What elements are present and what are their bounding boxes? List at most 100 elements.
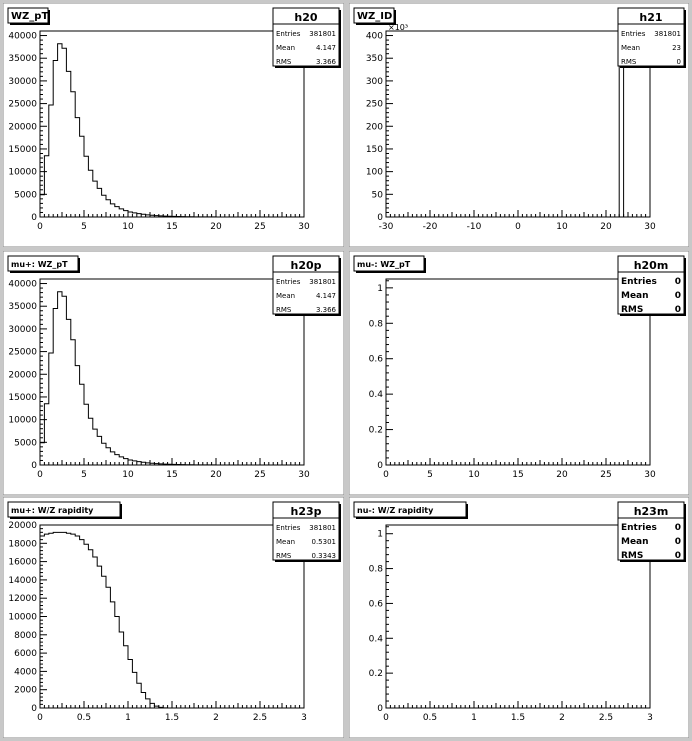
stats-label: RMS: [276, 58, 292, 66]
y-tick-label: 0.6: [369, 599, 384, 609]
x-tick-label: 0: [515, 222, 521, 232]
histogram-bin: [53, 60, 57, 217]
histogram-title: mu-: WZ_pT: [357, 260, 411, 269]
x-tick-label: 20: [210, 222, 222, 232]
stats-label: Mean: [621, 44, 640, 52]
x-tick-label: 0: [37, 713, 43, 723]
histogram-bin: [40, 536, 44, 708]
histogram-bin: [159, 464, 163, 465]
histogram-bin: [124, 211, 128, 217]
y-tick-label: 1: [377, 284, 383, 294]
histogram-bin: [84, 544, 88, 708]
histogram-bin: [40, 443, 44, 465]
stats-value: 0: [675, 551, 681, 561]
y-tick-label: 6000: [14, 649, 37, 659]
stats-label: Entries: [621, 277, 657, 287]
histogram-bin: [106, 448, 110, 465]
title-box-shadow: [424, 258, 426, 273]
histogram-bin: [66, 319, 70, 465]
x-tick-label: 15: [166, 222, 177, 232]
x-tick-label: 30: [298, 470, 310, 480]
stats-name: h21: [639, 11, 662, 24]
x-tick-label: 30: [644, 470, 656, 480]
histogram-bin: [66, 71, 70, 217]
histogram-bin: [132, 672, 136, 708]
stats-box-shadow: [339, 258, 341, 316]
histogram-bin: [80, 136, 84, 217]
title-box-shadow: [356, 271, 426, 273]
x-tick-label: -30: [379, 222, 394, 232]
x-tick-label: 5: [427, 470, 433, 480]
histogram-outline: [39, 43, 304, 218]
x-tick-label: 3: [647, 713, 653, 723]
histogram-bin: [110, 204, 114, 217]
histogram-bin: [159, 707, 163, 708]
stats-value: 381801: [309, 524, 336, 532]
histogram-bin: [141, 692, 145, 708]
stats-box: [272, 255, 340, 315]
histogram-pad-h20: 0 5 10 15 20 25 30 0 5000 10000 15000 20000 25000 300…: [3, 3, 344, 247]
histogram-bin: [110, 452, 114, 465]
y-tick-label: 20000: [8, 521, 37, 531]
histogram-bin: [53, 308, 57, 465]
stats-box-shadow: [275, 314, 341, 316]
stats-box: [617, 255, 685, 315]
y-tick-label: 0: [377, 704, 383, 714]
histogram-bin: [62, 296, 66, 465]
y-tick-label: 0.4: [369, 390, 384, 400]
stats-label: Entries: [621, 523, 657, 533]
histogram-bin: [141, 214, 145, 217]
histogram-bin: [84, 156, 88, 217]
histogram-title: mu+: WZ_pT: [11, 260, 68, 269]
x-tick-label: 30: [298, 222, 310, 232]
y-tick-label: 10000: [8, 416, 37, 426]
histogram-bin: [106, 200, 110, 217]
x-tick-label: 20: [210, 470, 222, 480]
x-tick-label: 10: [122, 470, 134, 480]
stats-name: h23m: [634, 505, 669, 518]
y-tick-label: 0.8: [369, 565, 384, 575]
histogram-bin: [128, 660, 132, 708]
x-tick-label: 2: [213, 713, 219, 723]
histogram-bin: [75, 118, 79, 217]
histogram-bin: [150, 215, 154, 217]
histogram-bin: [97, 188, 101, 217]
x-tick-label: 0: [37, 222, 43, 232]
y-tick-label: 35000: [8, 54, 37, 64]
stats-label: Mean: [276, 292, 295, 300]
stats-label: Entries: [276, 524, 301, 532]
histogram-bin: [71, 534, 75, 708]
histogram-bin: [97, 566, 101, 708]
histogram-bin: [93, 429, 97, 465]
histogram-bin: [62, 532, 66, 708]
x-tick-label: 15: [512, 470, 523, 480]
y-tick-label: 18000: [8, 539, 37, 549]
stats-label: Entries: [276, 30, 301, 38]
histogram-bin: [106, 587, 110, 708]
x-tick-label: 10: [468, 470, 480, 480]
y-tick-label: 5000: [14, 190, 37, 200]
stats-label: RMS: [276, 552, 292, 560]
y-tick-label: 25000: [8, 348, 37, 358]
y-tick-label: 2000: [14, 686, 37, 696]
histogram-title: WZ_pT: [11, 11, 48, 22]
histogram-bin: [124, 459, 128, 465]
x-tick-label: 2.5: [599, 713, 613, 723]
x-tick-label: 3: [301, 713, 307, 723]
title-box-shadow: [10, 23, 50, 25]
histogram-pad-h20m: 0 5 10 15 20 25 30 0 0.2 0.4 0.6 0.8 1 mu-: WZ_pT h20m…: [349, 251, 689, 495]
x-tick-label: 25: [254, 222, 265, 232]
stats-value: 0: [675, 523, 681, 533]
y-tick-label: 14000: [8, 576, 37, 586]
histogram-bin: [58, 292, 62, 465]
stats-value: 0.3343: [312, 552, 337, 560]
stats-name: h20p: [290, 259, 321, 272]
histogram-bin: [146, 463, 150, 465]
histogram-bin: [146, 215, 150, 217]
x-tick-label: 30: [644, 222, 656, 232]
histogram-bin: [58, 44, 62, 217]
histogram-bin: [102, 195, 106, 217]
y-tick-label: 30000: [8, 77, 37, 87]
x-tick-label: 0: [383, 470, 389, 480]
stats-value: 381801: [654, 30, 681, 38]
